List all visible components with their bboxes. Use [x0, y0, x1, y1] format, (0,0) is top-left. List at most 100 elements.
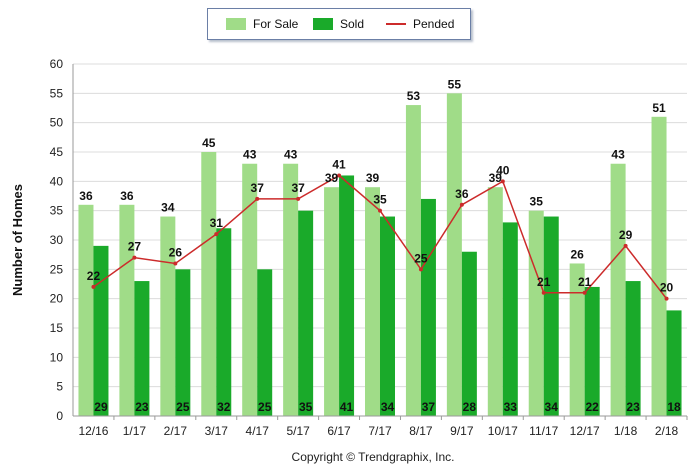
- pended-point: [541, 290, 546, 295]
- x-tick-label: 5/17: [286, 424, 310, 438]
- bar-sold: [625, 281, 641, 416]
- bar-sold: [380, 216, 395, 416]
- data-label-pended: 21: [537, 275, 551, 289]
- y-tick-label: 20: [50, 292, 64, 306]
- x-tick-label: 7/17: [368, 424, 392, 438]
- bar-sold: [502, 222, 518, 416]
- bar-for-sale: [201, 152, 217, 416]
- data-label-pended: 21: [578, 275, 592, 289]
- y-tick-label: 0: [56, 409, 63, 423]
- bar-sold: [420, 198, 436, 416]
- x-tick-label: 1/18: [614, 424, 638, 438]
- data-label-sold: 18: [667, 400, 681, 414]
- pended-point: [132, 255, 137, 260]
- data-label-for-sale: 39: [325, 171, 339, 185]
- data-label-pended: 31: [210, 216, 224, 230]
- legend-swatch-pended: [386, 23, 406, 25]
- data-label-pended: 22: [87, 269, 101, 283]
- data-label-for-sale: 26: [570, 247, 584, 261]
- data-label-for-sale: 36: [79, 189, 93, 203]
- y-tick-label: 25: [50, 262, 64, 276]
- pended-point: [623, 243, 628, 248]
- pended-point: [582, 290, 587, 295]
- data-label-sold: 22: [585, 400, 599, 414]
- pended-point: [664, 296, 669, 301]
- bar-for-sale: [446, 93, 462, 416]
- data-label-sold: 34: [381, 400, 395, 414]
- x-tick-label: 8/17: [409, 424, 433, 438]
- bar-for-sale: [283, 163, 299, 416]
- x-tick-label: 9/17: [450, 424, 474, 438]
- x-tick-label: 2/17: [164, 424, 188, 438]
- legend-item-pended: Pended: [386, 9, 454, 39]
- bar-sold: [298, 210, 314, 416]
- legend-label-pended: Pended: [413, 17, 455, 31]
- bar-sold: [175, 269, 191, 416]
- data-label-pended: 25: [414, 251, 428, 265]
- x-tick-label: 1/17: [123, 424, 147, 438]
- y-tick-label: 15: [50, 321, 64, 335]
- bar-sold: [216, 228, 232, 416]
- pended-point: [91, 284, 96, 289]
- data-label-pended: 36: [455, 187, 469, 201]
- pended-point: [459, 202, 464, 207]
- bar-for-sale: [651, 116, 667, 417]
- data-label-for-sale: 43: [284, 148, 298, 162]
- bar-sold: [339, 175, 355, 416]
- data-label-pended: 37: [291, 181, 305, 195]
- bar-for-sale: [78, 204, 94, 416]
- x-tick-label: 12/16: [78, 424, 108, 438]
- y-tick-label: 50: [50, 116, 64, 130]
- bar-for-sale: [324, 187, 340, 416]
- data-label-pended: 26: [169, 245, 183, 259]
- y-axis-label: Number of Homes: [10, 184, 25, 296]
- bar-sold: [134, 281, 150, 416]
- data-label-for-sale: 35: [530, 195, 544, 209]
- data-label-for-sale: 45: [202, 136, 216, 150]
- data-label-sold: 32: [217, 400, 231, 414]
- bar-for-sale: [365, 187, 380, 416]
- legend-label-sold: Sold: [340, 17, 365, 31]
- bar-for-sale: [242, 163, 258, 416]
- bar-for-sale: [119, 204, 135, 416]
- y-tick-label: 60: [50, 57, 64, 71]
- bar-for-sale: [610, 163, 626, 416]
- data-label-sold: 34: [545, 400, 559, 414]
- x-tick-label: 2/18: [655, 424, 679, 438]
- x-tick-label: 6/17: [327, 424, 351, 438]
- pended-point: [214, 232, 219, 237]
- data-label-pended: 37: [251, 181, 265, 195]
- bar-for-sale: [160, 216, 176, 416]
- x-tick-label: 12/17: [570, 424, 600, 438]
- data-label-for-sale: 43: [611, 148, 625, 162]
- pended-point: [378, 208, 382, 213]
- legend-swatch-for-sale: [226, 18, 246, 30]
- pended-line: [91, 173, 669, 301]
- bar-sold: [584, 286, 600, 416]
- data-label-sold: 25: [258, 400, 272, 414]
- x-tick-label: 3/17: [205, 424, 229, 438]
- y-tick-label: 55: [50, 86, 64, 100]
- x-tick-label: 10/17: [488, 424, 518, 438]
- legend: For Sale Sold Pended: [207, 8, 471, 40]
- y-tick-label: 10: [50, 350, 64, 364]
- data-label-sold: 41: [340, 400, 354, 414]
- y-tick-label: 35: [50, 204, 64, 218]
- bar-for-sale: [405, 105, 421, 417]
- data-label-pended: 27: [128, 240, 142, 254]
- data-label-for-sale: 55: [448, 77, 462, 91]
- data-label-sold: 23: [626, 400, 640, 414]
- bar-sold: [93, 245, 109, 416]
- bar-sold: [543, 216, 559, 416]
- copyright-footer: Copyright © Trendgraphix, Inc.: [292, 450, 455, 464]
- bars: [78, 93, 682, 417]
- data-label-sold: 33: [504, 400, 518, 414]
- data-label-for-sale: 51: [652, 101, 666, 115]
- x-tick-label: 11/17: [529, 424, 558, 438]
- y-tick-label: 45: [50, 145, 64, 159]
- data-label-sold: 25: [176, 400, 190, 414]
- data-label-pended: 41: [332, 157, 346, 171]
- legend-swatch-sold: [313, 18, 333, 30]
- data-label-for-sale: 39: [489, 171, 503, 185]
